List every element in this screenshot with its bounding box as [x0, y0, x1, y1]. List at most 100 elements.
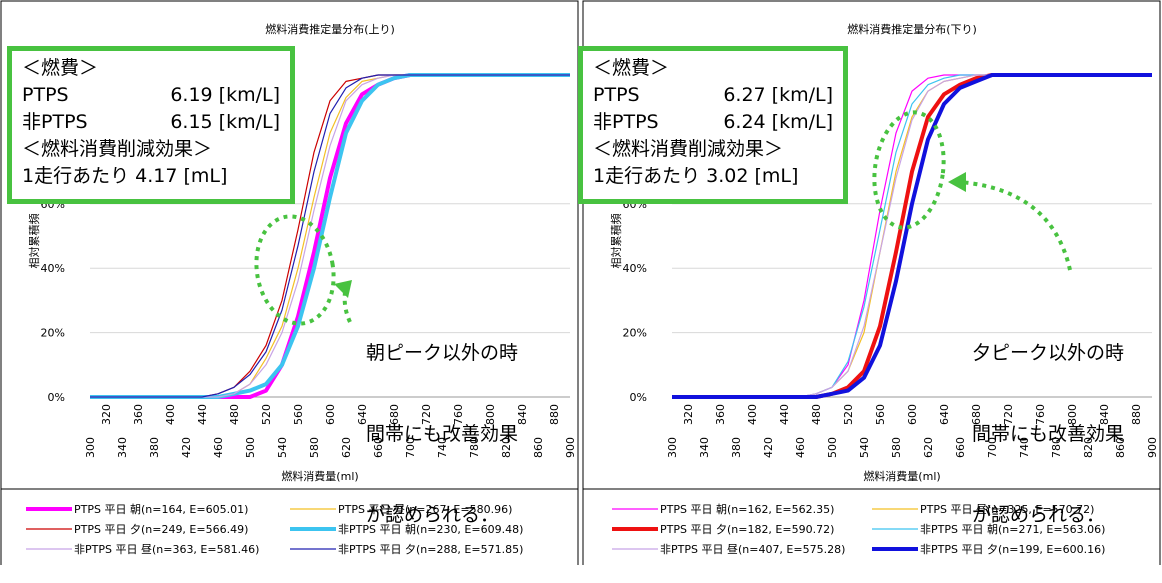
x-tick-label: 460	[212, 437, 225, 458]
legend-label: 非PTPS 平日 昼(n=363, E=581.46)	[74, 543, 259, 556]
x-tick-label: 820	[1082, 437, 1095, 458]
x-tick-label: 860	[1114, 437, 1127, 458]
x-tick-label: 640	[938, 404, 951, 425]
left-fuel-info-box: ＜燃費＞ PTPS 6.19 [km/L] 非PTPS 6.15 [km/L] …	[7, 46, 295, 204]
y-axis-label: 相対累積頻	[27, 214, 41, 269]
note-line: 朝ピーク以外の時	[366, 342, 519, 364]
x-tick-label: 500	[826, 437, 839, 458]
x-tick-label: 320	[682, 404, 695, 425]
effect-value: 1走行あたり 4.17 [mL]	[22, 165, 228, 187]
note-line: が認められる．	[972, 504, 1106, 526]
left-chart-panel: 燃料消費推定量分布(上り) 0% 20% 40% 60% 相対累積頻 320 360 400 44…	[0, 0, 580, 565]
legend-label: 非PTPS 平日 夕(n=288, E=571.85)	[338, 543, 523, 556]
x-tick-label: 340	[698, 437, 711, 458]
legend-label: PTPS 平日 夕(n=182, E=590.72)	[660, 523, 834, 536]
x-tick-label: 460	[794, 437, 807, 458]
x-tick-label: 380	[148, 437, 161, 458]
x-tick-label: 700	[404, 437, 417, 458]
x-tick-label: 500	[244, 437, 257, 458]
nonptps-value: 6.24 [km/L]	[723, 111, 833, 133]
right-annotation-note: 夕ピーク以外の時 間帯にも改善効果 が認められる．	[972, 286, 1124, 583]
legend-label: 非PTPS 平日 朝(n=230, E=609.48)	[338, 523, 523, 536]
note-line: が認められる．	[366, 504, 500, 526]
x-tick-label: 400	[746, 404, 759, 425]
legend-label: 非PTPS 平日 朝(n=271, E=563.06)	[920, 523, 1105, 536]
effect-value: 1走行あたり 3.02 [mL]	[593, 165, 799, 187]
x-tick-label: 580	[890, 437, 903, 458]
x-tick-label: 480	[228, 404, 241, 425]
fuel-heading: ＜燃費＞	[593, 57, 670, 79]
x-tick-label: 560	[292, 404, 305, 425]
y-axis-label: 相対累積頻	[609, 214, 623, 269]
x-tick-label: 580	[308, 437, 321, 458]
ptps-value: 6.27 [km/L]	[723, 84, 833, 106]
x-tick-label: 380	[730, 437, 743, 458]
x-tick-label: 780	[1050, 437, 1063, 458]
y-tick-label: 40%	[623, 262, 647, 275]
arrow-head	[948, 172, 966, 192]
series-line-6	[90, 74, 570, 398]
effect-heading: ＜燃料消費削減効果＞	[593, 138, 784, 160]
chart-title: 燃料消費推定量分布(下り)	[847, 22, 977, 36]
nonptps-row: 非PTPS 6.24 [km/L]	[593, 109, 833, 136]
x-tick-label: 320	[100, 404, 113, 425]
x-tick-label: 340	[116, 437, 129, 458]
legend-label: PTPS 平日 朝(n=164, E=605.01)	[74, 503, 248, 516]
x-axis-label: 燃料消費量(ml)	[281, 469, 358, 483]
note-line: 夕ピーク以外の時	[972, 342, 1125, 364]
x-tick-label: 900	[564, 437, 577, 458]
x-tick-label: 780	[468, 437, 481, 458]
dashed-arrow	[342, 285, 352, 323]
left-annotation-note: 朝ピーク以外の時 間帯にも改善効果 が認められる．	[366, 286, 518, 583]
x-tick-label: 640	[356, 404, 369, 425]
x-tick-label: 840	[516, 404, 529, 425]
x-tick-label: 860	[532, 437, 545, 458]
x-tick-label: 760	[452, 404, 465, 425]
x-tick-label: 420	[762, 437, 775, 458]
x-tick-label: 480	[810, 404, 823, 425]
x-tick-label: 880	[1130, 404, 1143, 425]
ptps-row: PTPS 6.27 [km/L]	[593, 82, 833, 109]
x-tick-label: 660	[954, 437, 967, 458]
chart-frame	[0, 0, 579, 565]
y-tick-label: 20%	[41, 327, 65, 340]
x-tick-label: 680	[388, 404, 401, 425]
x-tick-label: 720	[1002, 404, 1015, 425]
y-tick-label: 0%	[630, 391, 647, 404]
x-tick-label: 520	[842, 404, 855, 425]
nonptps-label: 非PTPS	[22, 111, 88, 133]
nonptps-label: 非PTPS	[593, 111, 659, 133]
legend-label: PTPS 平日 昼(n=325, E=570.72)	[920, 503, 1094, 516]
series-line-6	[672, 73, 1152, 399]
fuel-heading: ＜燃費＞	[22, 57, 99, 79]
x-tick-label: 800	[1066, 404, 1079, 425]
x-tick-label: 440	[196, 404, 209, 425]
ptps-row: PTPS 6.19 [km/L]	[22, 82, 280, 109]
y-tick-label: 0%	[48, 391, 65, 404]
x-tick-label: 300	[84, 437, 97, 458]
chart-frame	[582, 0, 1161, 565]
highlight-ellipse	[254, 214, 336, 326]
x-tick-label: 740	[436, 437, 449, 458]
x-axis-label: 燃料消費量(ml)	[863, 469, 940, 483]
x-tick-label: 900	[1146, 437, 1159, 458]
legend-label: 非PTPS 平日 昼(n=407, E=575.28)	[660, 543, 845, 556]
x-tick-label: 740	[1018, 437, 1031, 458]
legend-label: PTPS 平日 昼(n=267, E=580.96)	[338, 503, 512, 516]
note-line: 間帯にも改善効果	[366, 423, 519, 445]
x-tick-label: 620	[922, 437, 935, 458]
x-tick-label: 560	[874, 404, 887, 425]
ptps-label: PTPS	[22, 84, 69, 106]
x-tick-label: 660	[372, 437, 385, 458]
x-tick-label: 400	[164, 404, 177, 425]
x-tick-label: 700	[986, 437, 999, 458]
effect-heading: ＜燃料消費削減効果＞	[22, 138, 213, 160]
x-tick-label: 360	[714, 404, 727, 425]
x-tick-label: 440	[778, 404, 791, 425]
x-tick-label: 540	[276, 437, 289, 458]
arrow-head	[334, 280, 352, 298]
note-line: 間帯にも改善効果	[972, 423, 1125, 445]
x-tick-label: 760	[1034, 404, 1047, 425]
